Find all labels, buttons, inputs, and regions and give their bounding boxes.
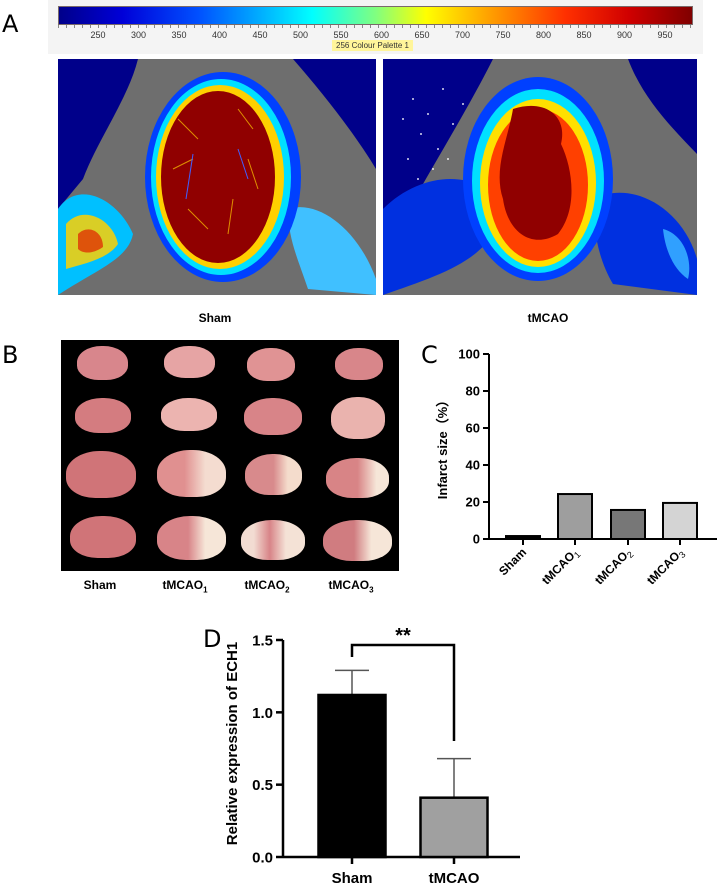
ttc-column-label-tmcao1: tMCAO1	[162, 578, 208, 595]
svg-text:tMCAO1: tMCAO1	[539, 545, 583, 589]
x-tick-label: tMCAO2	[592, 545, 636, 589]
y-tick-label: 0.5	[252, 777, 273, 794]
y-tick-label: 20	[466, 495, 480, 510]
significance-label: **	[395, 625, 411, 647]
bar-tmcao1	[557, 493, 593, 540]
colorbar-ticks	[58, 25, 693, 28]
heatmap-tmcao	[383, 59, 697, 295]
colorbar-tick-label: 850	[576, 30, 592, 40]
colorbar-tick-label: 900	[616, 30, 633, 40]
brain-slice	[247, 348, 295, 381]
heatmap-tmcao-image	[383, 59, 697, 295]
bar-sham	[317, 693, 387, 859]
y-tick-label: 100	[458, 347, 480, 362]
brain-slice	[70, 516, 136, 558]
ttc-brain-slices-image	[61, 340, 399, 571]
bar-tmcao3	[662, 501, 698, 541]
colorbar-caption: 256 Colour Palette 1	[332, 40, 413, 51]
brain-slice	[335, 348, 383, 380]
x-tick-label: Sham	[332, 870, 373, 886]
panel-letter-a: A	[2, 10, 19, 38]
y-tick-label: 60	[466, 421, 480, 436]
brain-slice	[66, 451, 136, 498]
y-tick-label: 1.5	[252, 633, 273, 650]
colorbar-tick-label: 950	[657, 30, 673, 40]
colorbar-tick-label: 750	[495, 30, 511, 40]
ttc-column-label-tmcao3: tMCAO3	[328, 578, 374, 595]
brain-slice	[323, 520, 392, 561]
colorbar-tick-label: 800	[535, 30, 552, 40]
panel-letter-d: D	[203, 625, 222, 653]
heatmap-sham-image	[58, 59, 376, 295]
colorbar-tick-label: 650	[414, 30, 430, 40]
brain-slice	[244, 398, 302, 435]
y-tick-label: 80	[466, 384, 480, 399]
colorbar-tick-label: 450	[252, 30, 268, 40]
brain-slice	[331, 397, 385, 439]
brain-slice	[245, 454, 302, 495]
y-tick-label: 0	[473, 532, 480, 547]
colorbar-tick-label: 550	[333, 30, 349, 40]
colorbar	[58, 6, 693, 25]
colorbar-tick-label: 250	[90, 30, 106, 40]
x-tick-label: tMCAO3	[644, 545, 688, 589]
heatmap-label-sham: Sham	[198, 311, 232, 325]
colorbar-tick-label: 500	[292, 30, 309, 40]
brain-slice	[241, 520, 305, 560]
brain-slice	[157, 450, 226, 497]
bar-sham	[505, 535, 541, 540]
brain-slice	[326, 458, 389, 498]
colorbar-tick-label: 400	[211, 30, 228, 40]
y-axis-label: Relative expression of ECH1	[224, 642, 241, 845]
x-tick-label: Sham	[496, 545, 529, 578]
significance-bracket	[350, 643, 456, 741]
heatmap-sham	[58, 59, 376, 295]
y-tick-label: 0.0	[252, 850, 273, 867]
colorbar-tick-label: 300	[130, 30, 147, 40]
colorbar-tick-label: 700	[454, 30, 471, 40]
x-tick-label: tMCAO1	[539, 545, 583, 589]
brain-slice	[161, 398, 217, 431]
heatmap-label-tmcao: tMCAO	[527, 311, 569, 325]
y-tick-label: 40	[466, 458, 480, 473]
brain-slice	[75, 398, 131, 433]
ttc-column-label-sham: Sham	[83, 578, 117, 592]
panel-letter-c: C	[421, 341, 438, 369]
colorbar-tick-label: 600	[373, 30, 390, 40]
y-axis-label: Infarct size（%）	[435, 394, 450, 499]
colorbar-tick-label: 350	[171, 30, 187, 40]
y-tick-label: 1.0	[252, 705, 273, 722]
brain-slice	[77, 346, 128, 380]
bar-tmcao2	[610, 508, 646, 541]
ttc-column-label-tmcao2: tMCAO2	[244, 578, 290, 595]
ech1-expression-bar-chart: 0.0 0.5 1.0 1.5 Relative expression of ECH1 S…	[224, 625, 520, 886]
brain-slice	[157, 516, 226, 560]
svg-text:tMCAO3: tMCAO3	[644, 545, 688, 589]
panel-letter-b: B	[2, 341, 19, 369]
bar-tmcao	[419, 796, 489, 859]
svg-text:tMCAO2: tMCAO2	[592, 545, 636, 589]
brain-slice	[164, 346, 215, 378]
x-tick-label: tMCAO	[429, 870, 480, 886]
svg-text:Sham: Sham	[496, 545, 529, 578]
